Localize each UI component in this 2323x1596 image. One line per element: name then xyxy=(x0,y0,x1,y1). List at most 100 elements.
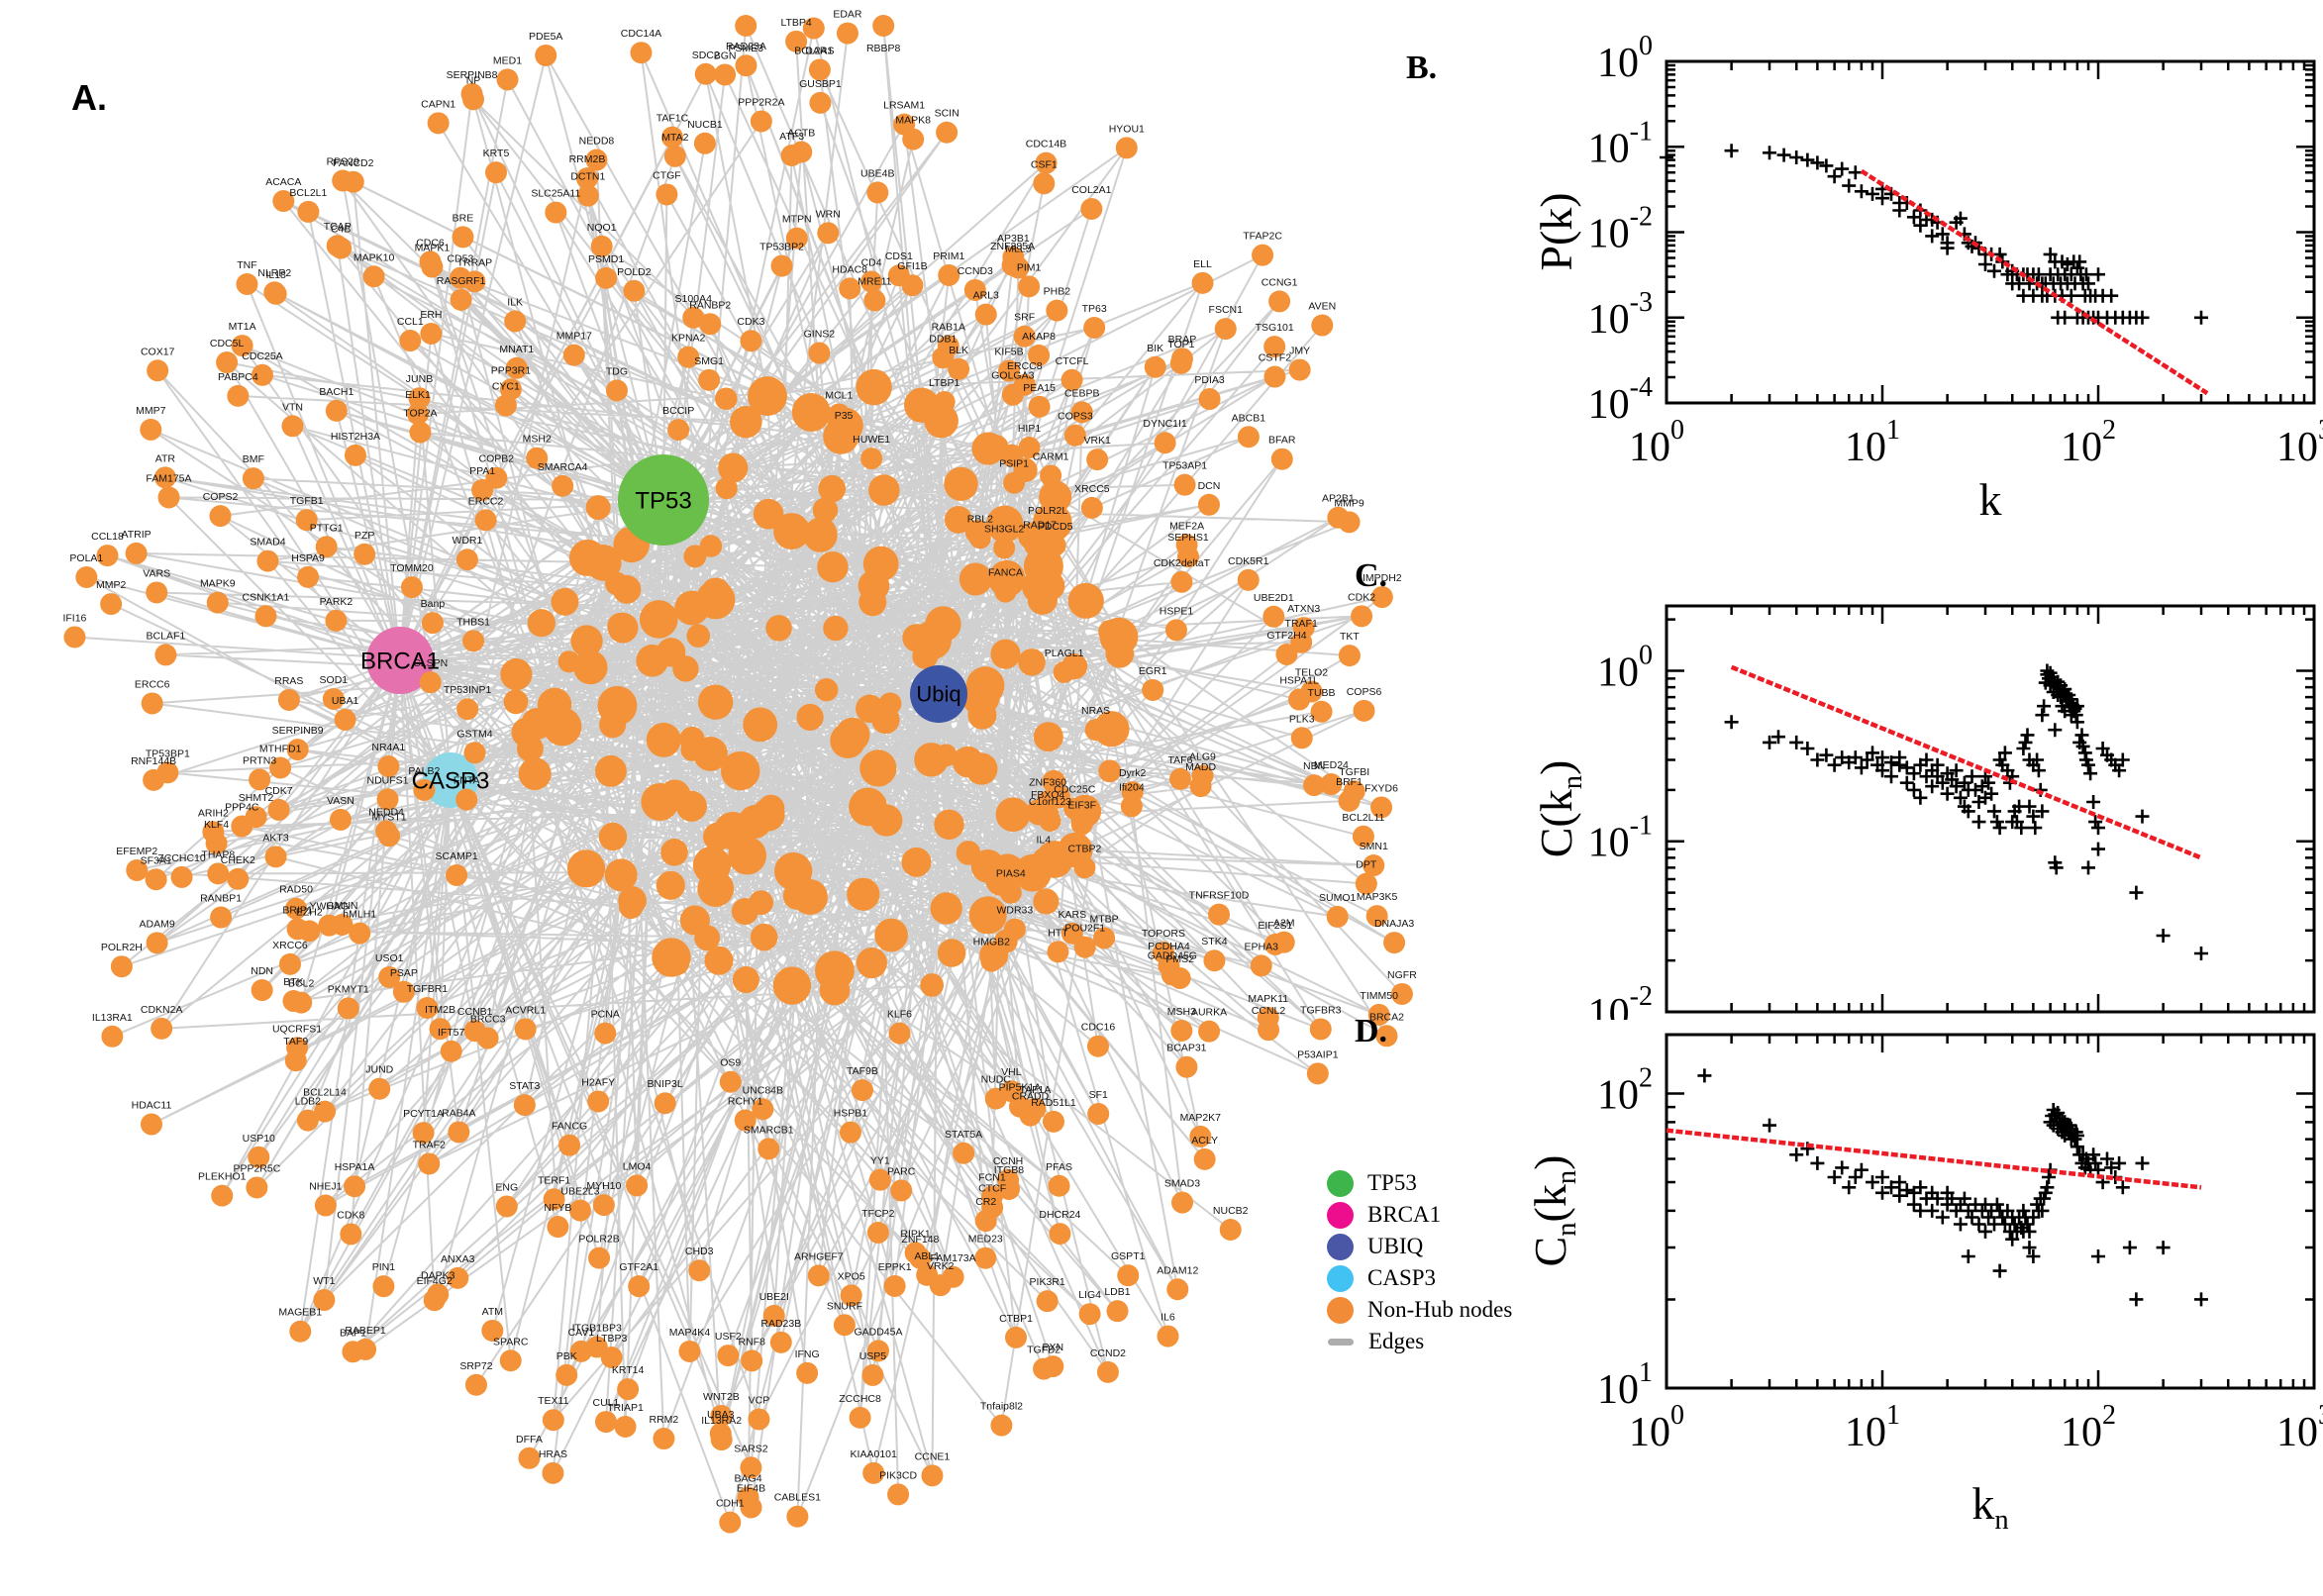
network-node-label: CTBP2 xyxy=(1068,843,1102,854)
network-node-label: Banp xyxy=(421,598,446,610)
network-node-label: LDB2 xyxy=(295,1096,321,1108)
network-node xyxy=(786,1505,809,1528)
axis-ticks xyxy=(1665,59,2316,405)
network-core-node xyxy=(607,612,634,640)
legend-label: UBIQ xyxy=(1367,1234,1424,1258)
network-node-label: FXYD6 xyxy=(1364,782,1398,794)
network-core-node xyxy=(856,368,892,406)
network-node-label: PIAS4 xyxy=(996,868,1026,880)
network-node xyxy=(592,1194,615,1217)
network-node xyxy=(762,1304,785,1327)
network-node xyxy=(933,390,956,413)
network-node xyxy=(526,447,549,469)
network-node-label: CCNL2 xyxy=(1252,1005,1286,1017)
network-core-node xyxy=(518,757,552,791)
network-node xyxy=(1087,1102,1110,1125)
network-node-label: BAG4 xyxy=(735,1472,762,1484)
y-tick-label: 10-1 xyxy=(1588,116,1653,171)
network-node-label: HSPA1A xyxy=(335,1161,375,1173)
network-node xyxy=(505,356,528,379)
network-node-label: MTBP xyxy=(1089,913,1118,925)
network-node xyxy=(1198,1020,1221,1043)
network-node xyxy=(1275,643,1298,665)
y-tick-label: 101 xyxy=(1597,1357,1653,1413)
network-node xyxy=(460,82,483,105)
network-node-label: FANCA xyxy=(988,567,1023,579)
network-core-node xyxy=(527,609,556,638)
network-node-label: PIK3R1 xyxy=(1030,1276,1065,1288)
network-node xyxy=(929,1274,952,1297)
network-node-label: ATM xyxy=(482,1306,503,1318)
legend-item-ubiq: UBIQ xyxy=(1327,1233,1512,1260)
network-node-label: PIP5K1A xyxy=(999,1082,1042,1094)
network-node xyxy=(210,906,233,929)
network-node-label: OS9 xyxy=(720,1057,741,1069)
network-node xyxy=(851,1079,873,1102)
network-node-label: TRAF1 xyxy=(1285,618,1318,630)
network-node-label: Dyrk2 xyxy=(1119,767,1147,779)
network-node xyxy=(770,254,793,277)
network-node xyxy=(264,846,287,868)
network-node xyxy=(807,1264,830,1287)
network-node xyxy=(484,161,507,184)
network-node xyxy=(628,1275,651,1298)
network-node-label: COL2A1 xyxy=(1071,184,1111,196)
network-node-label: RAD23A xyxy=(726,41,766,52)
network-node xyxy=(344,1175,366,1198)
network-node xyxy=(392,980,415,1003)
network-node-label: CTGF xyxy=(653,169,681,181)
network-node-label: ANXA3 xyxy=(441,1253,475,1265)
network-node xyxy=(1355,872,1377,895)
y-tick-label: 10-3 xyxy=(1588,287,1653,343)
network-node xyxy=(407,403,430,426)
network-node xyxy=(344,444,366,466)
network-node xyxy=(156,761,179,784)
network-node-label: MCL1 xyxy=(825,389,853,401)
network-node xyxy=(282,990,305,1013)
network-node xyxy=(378,966,401,989)
hub-label-tp53: TP53 xyxy=(635,487,691,514)
network-node xyxy=(901,274,924,297)
network-node-label: CDH1 xyxy=(716,1498,745,1510)
network-node xyxy=(688,1259,711,1282)
network-node xyxy=(994,580,1017,603)
network-node-label: BCL2L14 xyxy=(303,1087,347,1099)
network-core-node xyxy=(672,655,699,682)
network-node xyxy=(953,1142,975,1164)
network-node xyxy=(1237,568,1260,591)
network-node-label: KARS xyxy=(1059,909,1087,921)
network-node-label: AP3B1 xyxy=(997,233,1030,245)
network-node xyxy=(272,190,295,213)
y-axis-label-cnkn: Cn(kn) xyxy=(1525,1154,1583,1267)
network-node-label: KIAA0101 xyxy=(851,1448,897,1460)
network-node xyxy=(231,815,253,838)
network-node-label: BRCC3 xyxy=(470,1014,506,1026)
network-node xyxy=(1367,1003,1390,1026)
network-node xyxy=(568,1199,591,1222)
network-node-label: NUCB2 xyxy=(1213,1205,1249,1217)
network-node-label: FNTA xyxy=(454,775,480,787)
network-core-node xyxy=(818,474,847,503)
network-node xyxy=(556,1363,578,1386)
network-node-label: HIST2H3A xyxy=(331,431,380,443)
network-node-label: COPB2 xyxy=(479,453,515,465)
network-node xyxy=(418,1152,441,1175)
network-node xyxy=(504,310,527,333)
network-node-label: IMPDH2 xyxy=(1363,572,1402,584)
network-node-label: GUSBP1 xyxy=(799,78,842,90)
network-node xyxy=(997,1178,1020,1201)
network-node xyxy=(1263,336,1286,358)
network-core-node xyxy=(934,809,964,841)
y-tick-label: 10-4 xyxy=(1588,372,1653,428)
network-node-label: DAPK3 xyxy=(421,1269,455,1281)
network-node xyxy=(408,387,431,410)
network-node xyxy=(329,808,352,831)
network-node-label: HMGB2 xyxy=(973,937,1011,948)
network-core-node xyxy=(660,839,688,866)
network-node-label: RCHY1 xyxy=(728,1096,763,1108)
network-node xyxy=(1250,954,1272,977)
network-node xyxy=(1169,351,1192,374)
network-core-node xyxy=(656,870,685,900)
network-node-label: CARM1 xyxy=(1033,450,1069,462)
network-node-label: VRK2 xyxy=(927,1260,955,1272)
